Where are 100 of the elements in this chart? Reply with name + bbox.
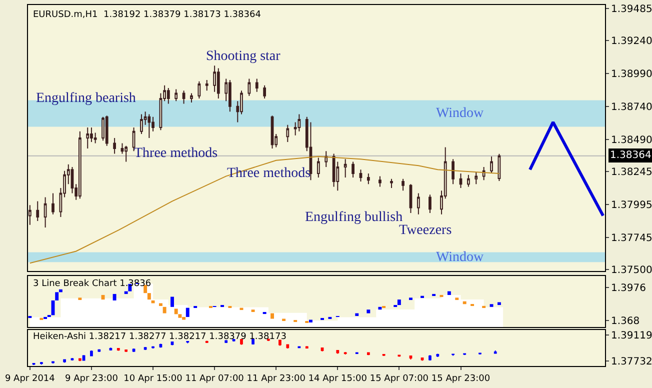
annotation: Engulfing bullish	[305, 210, 403, 225]
candlestick	[36, 200, 40, 222]
candlestick	[252, 338, 254, 345]
x-tick-label: 9 Apr 2014	[4, 374, 56, 384]
candlestick	[305, 346, 308, 350]
candlestick	[263, 84, 266, 99]
y-tick-label: 1.39240	[611, 36, 652, 48]
candlestick	[416, 192, 420, 215]
x-tick-label: 11 Apr 23:00	[246, 374, 306, 384]
candlestick	[286, 124, 290, 142]
bar	[270, 313, 274, 319]
candlestick	[324, 150, 328, 168]
candlestick	[186, 340, 190, 344]
candlestick	[228, 80, 232, 112]
candlestick	[86, 126, 90, 150]
bar	[355, 313, 359, 316]
candlestick	[116, 348, 120, 352]
candlestick	[428, 354, 432, 362]
x-tick-label: 11 Apr 07:00	[185, 374, 244, 384]
y-tick-label: 1.39119	[611, 330, 652, 342]
candlestick	[344, 158, 347, 178]
candlestick	[205, 340, 208, 344]
bar	[124, 291, 128, 294]
chart-title: Heiken-Ashi 1.38217 1.38277 1.38217 1.38379 1.38173	[33, 332, 286, 342]
candlestick	[467, 174, 470, 188]
candlestick	[182, 90, 186, 104]
bar	[178, 314, 182, 318]
y-tick-label: 1.37732	[611, 356, 652, 368]
bar	[182, 316, 186, 320]
candlestick	[459, 173, 462, 189]
bar	[397, 300, 401, 306]
candlestick	[359, 169, 362, 182]
candlestick	[344, 351, 347, 356]
candlestick	[366, 352, 370, 356]
candlestick	[205, 80, 208, 92]
candlestick	[40, 362, 43, 365]
bar	[151, 300, 155, 304]
y-tick-label: 1.37500	[611, 265, 652, 276]
band-label: Window	[436, 250, 485, 265]
candlestick	[224, 340, 228, 344]
text: EURUSD.m,H1 1.38192 1.38379 1.38173 1.38364	[33, 10, 262, 20]
bar	[462, 301, 466, 304]
annotation: Three methods	[134, 146, 218, 161]
candlestick	[90, 350, 93, 357]
ref-line-label: 1.38364	[610, 150, 652, 161]
bar	[144, 284, 148, 294]
candlestick	[78, 358, 82, 362]
bar	[170, 296, 174, 307]
candlestick	[44, 196, 47, 228]
annotation: Three methods	[227, 166, 311, 181]
bar	[158, 303, 162, 306]
y-tick-label: 1.368	[611, 316, 640, 328]
y-tick-label: 1.38245	[611, 167, 652, 178]
y-tick-label: 1.3976	[611, 283, 646, 294]
y-tick-label: 1.38490	[611, 134, 652, 146]
candlestick	[174, 88, 178, 102]
candlestick	[240, 338, 243, 346]
x-tick-label: 9 Apr 23:00	[64, 374, 118, 384]
chart-title: 3 Line Break Chart 1.3836	[33, 279, 152, 289]
candlestick	[113, 138, 116, 154]
band-label: Window	[436, 106, 485, 121]
candlestick	[190, 92, 193, 103]
x-tick-label: 10 Apr 15:00	[124, 374, 183, 384]
candlestick	[428, 194, 432, 214]
candlestick	[52, 192, 54, 215]
bar	[497, 302, 501, 305]
candlestick	[216, 68, 220, 99]
bar	[147, 293, 151, 300]
candlestick	[378, 176, 382, 188]
candlestick	[52, 360, 54, 364]
candlestick	[474, 172, 478, 185]
bar	[447, 291, 451, 295]
annotation: Tweezers	[399, 223, 452, 238]
y-tick-label: 1.38740	[611, 102, 652, 113]
candlestick	[482, 166, 486, 181]
y-tick-label: 1.37745	[611, 232, 652, 244]
candlestick	[105, 115, 108, 146]
candlestick	[382, 354, 386, 357]
candlestick	[140, 114, 143, 135]
candlestick	[286, 344, 290, 350]
y-tick-label: 1.37995	[611, 200, 652, 211]
x-tick-label: 14 Apr 15:00	[308, 374, 368, 384]
candlestick	[355, 352, 358, 354]
bar	[309, 320, 312, 322]
candlestick	[109, 347, 112, 351]
candlestick	[124, 145, 128, 162]
line-series	[29, 156, 500, 264]
bar	[490, 304, 494, 307]
candlestick	[352, 161, 354, 178]
candlestick	[266, 338, 270, 342]
candlestick	[409, 355, 412, 360]
candlestick	[278, 339, 282, 346]
candlestick	[436, 353, 440, 358]
bar	[55, 292, 59, 300]
candlestick	[298, 114, 301, 132]
annotation: Shooting star	[206, 49, 281, 64]
candlestick	[144, 346, 147, 351]
candlestick	[132, 126, 136, 152]
bar	[162, 306, 166, 314]
candlestick	[70, 357, 74, 362]
